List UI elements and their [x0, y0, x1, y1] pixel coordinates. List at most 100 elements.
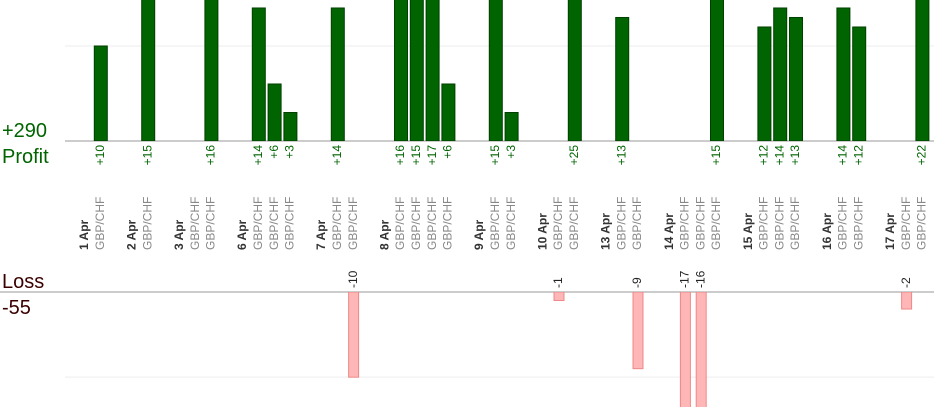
- loss-bar: [695, 292, 707, 407]
- profit-value-label: +13: [614, 145, 628, 166]
- profit-bar: [504, 111, 519, 141]
- profit-value-label: +15: [140, 145, 154, 166]
- date-label: 6 Apr: [235, 219, 249, 250]
- profit-bar: [93, 45, 108, 141]
- profit-total: +290: [2, 120, 47, 142]
- symbol-label: GBP/CHF: [488, 197, 502, 250]
- profit-value-label: +12: [757, 145, 771, 166]
- profit-value-label: +13: [788, 145, 802, 166]
- symbol-label: GBP/CHF: [441, 197, 455, 250]
- symbol-label: GBP/CHF: [393, 197, 407, 250]
- profit-bars: [93, 0, 930, 141]
- date-label: 10 Apr: [535, 213, 549, 250]
- profit-bar: [757, 26, 772, 141]
- symbol-label: GBP/CHF: [283, 197, 297, 250]
- loss-value-label: -16: [693, 270, 707, 288]
- profit-bar: [409, 0, 424, 141]
- profit-value-label: +14: [836, 145, 850, 166]
- loss-value-label: -2: [899, 277, 913, 288]
- symbol-label: GBP/CHF: [630, 197, 644, 250]
- loss-label: Loss: [2, 271, 44, 293]
- profit-value-label: +6: [441, 145, 455, 159]
- profit-bar: [615, 16, 630, 141]
- symbol-label: GBP/CHF: [251, 197, 265, 250]
- symbol-label: GBP/CHF: [709, 197, 723, 250]
- date-label: 13 Apr: [599, 213, 613, 250]
- profit-value-label: +17: [425, 145, 439, 166]
- profit-value-label: +14: [251, 145, 265, 166]
- symbol-label: GBP/CHF: [772, 197, 786, 250]
- profit-bar: [567, 0, 582, 141]
- profit-value-label: +3: [504, 145, 518, 159]
- profit-value-label: +16: [393, 145, 407, 166]
- profit-bar: [852, 26, 867, 141]
- date-label: 1 Apr: [77, 219, 91, 250]
- symbol-label: GBP/CHF: [614, 197, 628, 250]
- profit-value-label: +22: [915, 145, 929, 166]
- profit-bar: [394, 0, 408, 141]
- date-label: 9 Apr: [472, 219, 486, 250]
- symbol-label: GBP/CHF: [851, 197, 865, 250]
- symbol-label: GBP/CHF: [93, 197, 107, 250]
- symbol-label: GBP/CHF: [551, 197, 565, 250]
- loss-total: -55: [2, 297, 31, 319]
- profit-value-label: +25: [567, 145, 581, 166]
- symbol-label: GBP/CHF: [567, 197, 581, 250]
- symbol-label: GBP/CHF: [693, 197, 707, 250]
- symbol-label: GBP/CHF: [504, 197, 518, 250]
- profit-value-label: +12: [851, 145, 865, 166]
- symbol-label: GBP/CHF: [678, 197, 692, 250]
- symbol-label: GBP/CHF: [915, 197, 929, 250]
- loss-value-label: -1: [551, 277, 565, 288]
- loss-bar: [348, 292, 360, 378]
- symbol-label: GBP/CHF: [899, 197, 913, 250]
- profit-bar: [789, 16, 803, 141]
- symbol-label: GBP/CHF: [188, 197, 202, 250]
- profit-bar: [488, 0, 503, 141]
- symbol-label: GBP/CHF: [409, 197, 423, 250]
- profit-bar: [283, 111, 298, 141]
- symbol-label: GBP/CHF: [330, 197, 344, 250]
- profit-bar: [251, 7, 266, 141]
- loss-value-label: -10: [346, 270, 360, 288]
- symbol-label: GBP/CHF: [425, 197, 439, 250]
- profit-value-label: +10: [93, 145, 107, 166]
- profit-value-label: +14: [772, 145, 786, 166]
- profit-bar: [710, 0, 724, 141]
- profit-value-label: +3: [283, 145, 297, 159]
- date-label: 3 Apr: [172, 219, 186, 250]
- profit-value-label: +6: [267, 145, 281, 159]
- profit-value-label: +16: [204, 145, 218, 166]
- date-label: 2 Apr: [125, 219, 139, 250]
- loss-bar: [632, 292, 644, 370]
- symbol-label: GBP/CHF: [836, 197, 850, 250]
- profit-value-label: +15: [488, 145, 502, 166]
- symbol-label: GBP/CHF: [267, 197, 281, 250]
- loss-bar: [553, 292, 565, 302]
- loss-bar: [679, 292, 691, 407]
- profit-value-label: +14: [330, 145, 344, 166]
- profit-bar: [267, 83, 282, 141]
- profit-value-label: +15: [409, 145, 423, 166]
- symbol-label: GBP/CHF: [757, 197, 771, 250]
- loss-value-label: -17: [678, 270, 692, 288]
- date-label: 8 Apr: [377, 219, 391, 250]
- date-label: 7 Apr: [314, 219, 328, 250]
- profit-bar: [425, 0, 440, 141]
- symbol-label: GBP/CHF: [346, 197, 360, 250]
- symbol-label: GBP/CHF: [788, 197, 802, 250]
- symbol-label: GBP/CHF: [204, 197, 218, 250]
- profit-bar: [836, 7, 851, 141]
- profit-label: Profit: [2, 146, 49, 168]
- date-label: 17 Apr: [883, 213, 897, 250]
- loss-bars: [348, 292, 913, 407]
- date-label: 14 Apr: [662, 213, 676, 250]
- date-label: 15 Apr: [741, 213, 755, 250]
- loss-bar: [901, 292, 913, 310]
- profit-bar: [330, 7, 345, 141]
- date-label: 16 Apr: [820, 213, 834, 250]
- profit-bar: [915, 0, 930, 141]
- profit-bar: [204, 0, 219, 141]
- profit-bar: [441, 83, 456, 141]
